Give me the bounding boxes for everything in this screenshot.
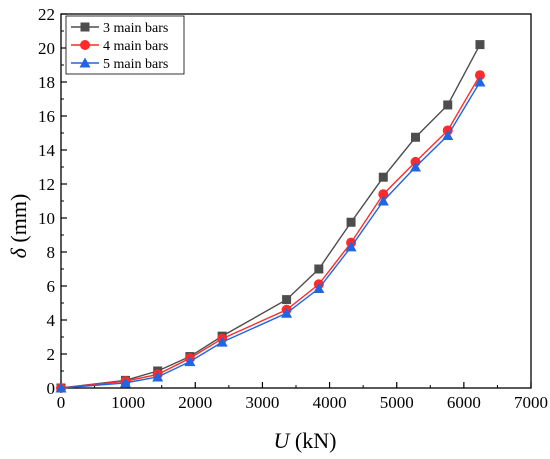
x-tick-label: 5000 (380, 393, 414, 412)
series-3 (55, 76, 486, 393)
x-tick-label: 7000 (514, 393, 548, 412)
x-axis-title: U (kN) (274, 428, 337, 453)
data-point (474, 70, 485, 81)
x-tick-label: 3000 (245, 393, 279, 412)
data-point (281, 307, 293, 318)
y-tick-label: 0 (47, 379, 56, 398)
data-point (442, 130, 454, 141)
data-point (378, 189, 389, 200)
x-tick-label: 4000 (313, 393, 347, 412)
data-point (152, 371, 164, 382)
y-tick-label: 10 (38, 209, 55, 228)
legend-item: 4 main bars (71, 39, 168, 54)
y-tick-label: 6 (47, 277, 56, 296)
data-point (346, 217, 356, 227)
series-1 (56, 40, 485, 393)
x-tick-label: 6000 (447, 393, 481, 412)
data-point (282, 295, 292, 305)
legend-label: 3 main bars (103, 21, 168, 36)
data-point (475, 40, 485, 50)
data-point (184, 356, 196, 367)
data-point (378, 172, 388, 182)
data-point (345, 241, 357, 252)
data-point (443, 100, 453, 110)
x-tick-label: 1000 (111, 393, 145, 412)
data-point (410, 161, 422, 172)
y-tick-label: 2 (47, 345, 56, 364)
series-line (60, 44, 481, 389)
data-point (474, 76, 486, 87)
legend-item: 3 main bars (71, 21, 168, 36)
data-point (314, 264, 324, 274)
y-tick-label: 4 (47, 311, 56, 330)
legend-label: 5 main bars (103, 57, 168, 72)
legend-marker (80, 22, 90, 32)
y-tick-label: 22 (38, 5, 55, 24)
legend-label: 4 main bars (103, 39, 168, 54)
data-point (119, 377, 131, 388)
legend-item: 5 main bars (71, 57, 168, 72)
data-point (216, 336, 228, 347)
legend-marker (79, 57, 91, 68)
x-tick-label: 0 (57, 393, 66, 412)
y-tick-label: 20 (38, 39, 55, 58)
y-tick-label: 8 (47, 243, 56, 262)
series-2 (56, 70, 485, 393)
y-tick-label: 14 (38, 141, 56, 160)
data-point (313, 283, 325, 294)
y-tick-label: 12 (38, 175, 55, 194)
y-tick-label: 16 (38, 107, 55, 126)
legend-marker (80, 40, 90, 50)
series-line (60, 74, 481, 389)
y-tick-label: 18 (38, 73, 55, 92)
x-tick-label: 2000 (178, 393, 212, 412)
data-point (55, 382, 67, 393)
data-point (377, 195, 389, 206)
data-point (411, 132, 421, 142)
y-axis-title: δ (mm) (6, 194, 31, 259)
series-line (60, 81, 481, 389)
